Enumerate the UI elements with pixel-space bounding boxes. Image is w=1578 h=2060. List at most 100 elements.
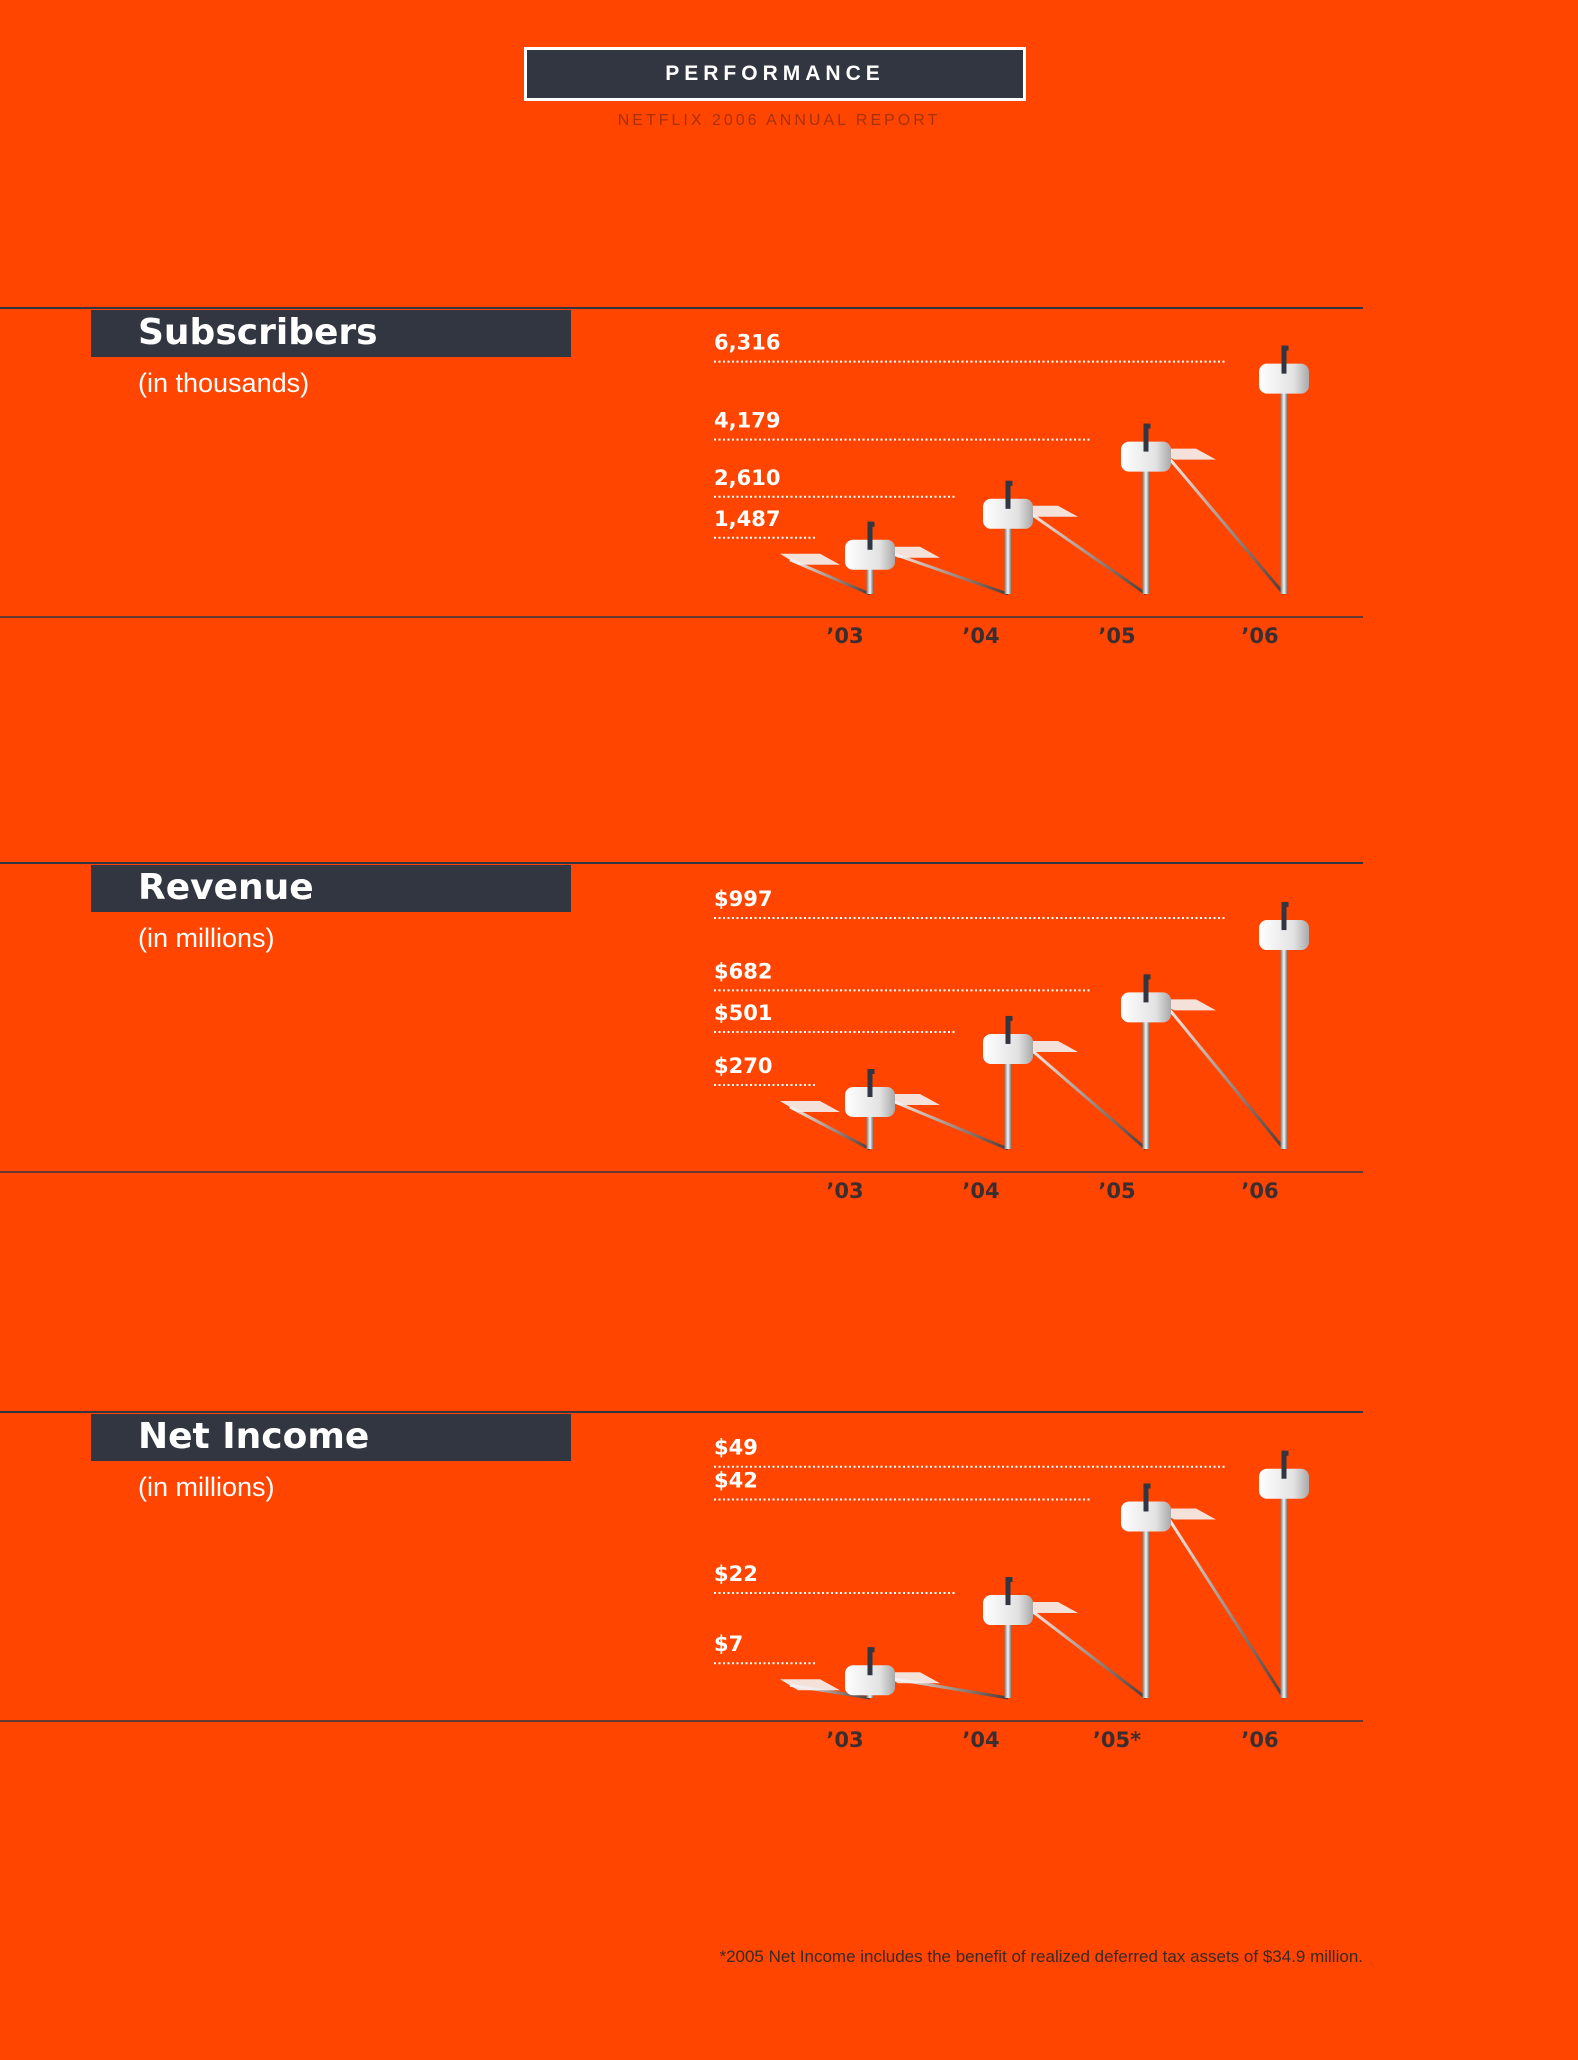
mailbox-icon — [1121, 423, 1171, 594]
revenue-chart: $270 ’03 $501 ’04 $682 ’05 $997 ’06 — [0, 862, 1363, 1203]
value-label: $997 — [714, 887, 772, 911]
mailbox-flag — [1143, 974, 1149, 1003]
value-label: $42 — [714, 1468, 758, 1492]
shadow-line — [1164, 453, 1286, 595]
mailbox-shadow — [780, 553, 840, 565]
mailbox-flag — [867, 521, 873, 550]
header-subtitle: NETFLIX 2006 ANNUAL REPORT — [617, 112, 941, 129]
value-label: $7 — [714, 1632, 743, 1656]
mailbox-flag — [1281, 1450, 1287, 1479]
mailbox-icon — [983, 480, 1033, 594]
mailbox-post — [1280, 383, 1288, 594]
category-label: ’06 — [1241, 1728, 1278, 1752]
shadow-line — [889, 551, 1009, 596]
net-income-title: Net Income — [138, 1416, 370, 1457]
mailbox-post — [1280, 940, 1288, 1149]
mailbox-flag-tip — [1005, 480, 1013, 486]
revenue-unit: (in millions) — [138, 923, 275, 953]
mailbox-icon — [845, 1647, 895, 1698]
mailbox-body — [983, 498, 1033, 529]
value-label: $270 — [714, 1054, 772, 1078]
shadow-line — [789, 1105, 871, 1151]
net-income-title-bar — [91, 1414, 571, 1461]
category-label: ’05* — [1093, 1728, 1141, 1752]
mailbox-flag-tip — [867, 521, 875, 527]
mailbox-flag-tip — [1281, 902, 1289, 908]
mailbox-flag-tip — [867, 1647, 875, 1653]
subscribers-unit: (in thousands) — [138, 368, 310, 398]
mailbox-icon — [1259, 345, 1309, 594]
mailbox-body — [983, 1033, 1033, 1064]
value-label: $501 — [714, 1001, 772, 1025]
mailbox-shadow — [780, 1101, 840, 1112]
mailbox-shadow — [780, 1679, 840, 1691]
category-label: ’06 — [1241, 624, 1278, 648]
shadow-line — [789, 558, 871, 596]
mailbox-flag — [867, 1069, 873, 1097]
category-label: ’04 — [962, 1728, 999, 1752]
mailbox-body — [845, 539, 895, 570]
mailbox-icon — [845, 1069, 895, 1149]
value-label: 2,610 — [714, 466, 780, 490]
shadow-line — [1027, 510, 1147, 596]
category-label: ’03 — [826, 624, 863, 648]
footnote: *2005 Net Income includes the benefit of… — [719, 1947, 1363, 1966]
mailbox-flag — [1143, 1483, 1149, 1512]
net-income-section: Net Income (in millions) $7 ’03 $22 ’04 $42 ’… — [0, 1411, 1578, 1774]
mailbox-body — [1121, 992, 1171, 1023]
mailbox-post — [1142, 1012, 1150, 1149]
mailbox-flag — [867, 1647, 873, 1676]
mailbox-icon — [1259, 902, 1309, 1149]
mailbox-body — [1259, 363, 1309, 394]
mailbox-post — [866, 1107, 874, 1149]
value-label: $49 — [714, 1436, 758, 1460]
mailbox-post — [1004, 518, 1012, 594]
category-label: ’04 — [962, 1179, 999, 1203]
mailbox-flag — [1005, 1577, 1011, 1606]
mailbox-body — [1259, 1468, 1309, 1499]
category-label: ’06 — [1241, 1179, 1278, 1203]
mailbox-post — [1142, 461, 1150, 594]
mailbox-flag-tip — [1143, 974, 1151, 980]
mailbox-flag-tip — [1143, 1483, 1151, 1489]
value-label: 1,487 — [714, 507, 780, 531]
mailbox-body — [1121, 441, 1171, 472]
shadow-line — [889, 1098, 1009, 1151]
mailbox-body — [1259, 920, 1309, 951]
mailbox-body — [845, 1087, 895, 1117]
value-label: $22 — [714, 1562, 758, 1586]
mailbox-icon — [845, 521, 895, 594]
page-header: PERFORMANCE — [524, 47, 1026, 101]
mailbox-flag — [1281, 902, 1287, 931]
mailbox-icon — [983, 1015, 1033, 1149]
mailbox-flag-tip — [1005, 1015, 1013, 1021]
mailbox-body — [1121, 1501, 1171, 1532]
shadow-line — [1027, 1045, 1147, 1151]
mailbox-body — [983, 1595, 1033, 1626]
revenue-title-bar — [91, 865, 571, 912]
category-label: ’03 — [826, 1179, 863, 1203]
shadow-line — [1164, 1513, 1286, 1699]
mailbox-icon — [1121, 1483, 1171, 1698]
value-label: 6,316 — [714, 331, 780, 355]
mailbox-flag-tip — [867, 1069, 875, 1074]
mailbox-flag — [1005, 1015, 1011, 1044]
subscribers-section: Subscribers (in thousands) 1,487 ’03 2,610… — [0, 307, 1578, 670]
mailbox-flag — [1005, 480, 1011, 509]
mailbox-flag — [1281, 345, 1287, 374]
mailbox-post — [866, 559, 874, 594]
shadow-line — [1027, 1606, 1147, 1700]
mailbox-flag-tip — [1143, 423, 1151, 429]
category-label: ’04 — [962, 624, 999, 648]
header-title: PERFORMANCE — [665, 62, 885, 85]
revenue-section: Revenue (in millions) $270 ’03 $501 ’04 $682… — [0, 862, 1578, 1225]
category-label: ’05 — [1098, 624, 1135, 648]
mailbox-icon — [1259, 1450, 1309, 1698]
mailbox-flag-tip — [1281, 345, 1289, 351]
mailbox-post — [1280, 1488, 1288, 1698]
mailbox-icon — [983, 1577, 1033, 1698]
shadow-line — [1164, 1004, 1286, 1150]
net-income-chart: $7 ’03 $22 ’04 $42 ’05* $49 ’06 — [0, 1411, 1363, 1752]
mailbox-icon — [1121, 974, 1171, 1149]
value-label: $682 — [714, 959, 772, 983]
